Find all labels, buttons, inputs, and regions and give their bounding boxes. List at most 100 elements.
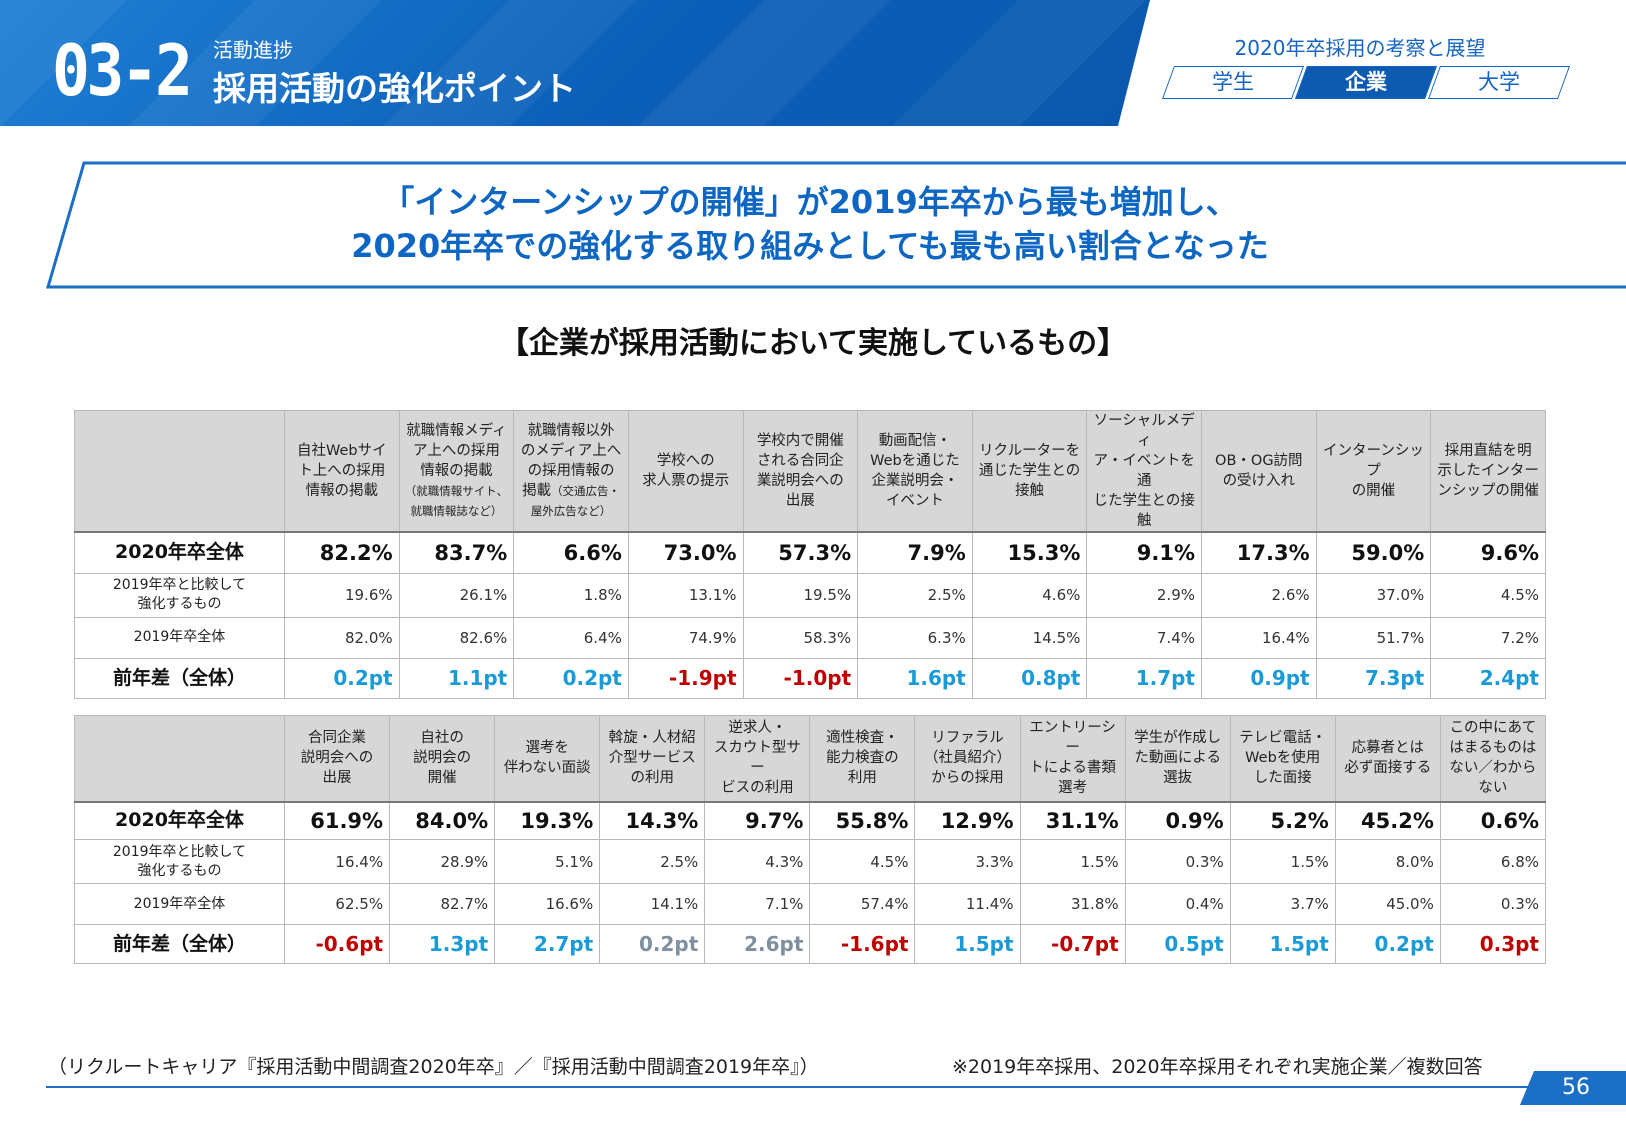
row-label-text: 強化するもの [137,862,222,879]
section-subtitle: 活動進捗 [213,38,293,62]
column-header-text: 示したインター [1437,463,1539,479]
row-label-text: 前年差（全体） [112,932,246,955]
cell-value: 5.2% [1229,800,1336,840]
column-header-text: リクルーターを [979,443,1081,459]
diff-value: 1.5pt [1229,924,1336,964]
cell-value: 6.4% [513,616,629,659]
column-header-text: エントリーシー [1029,720,1116,757]
cell-value: 1.5% [1229,839,1336,884]
column-header-text: 情報の掲載 [420,463,493,479]
diff-value: -1.9pt [627,657,744,699]
tab-company[interactable]: 企業 [1294,66,1438,99]
cell-value: 1.5% [1019,839,1126,884]
cell-value: 51.7% [1315,616,1432,659]
column-header-text: スカウト型サー [713,740,801,777]
column-header-text: 出展 [785,493,815,509]
column-header-text: 適性検査・ [826,730,899,747]
column-header-note: 屋外広告など） [530,504,612,518]
row-label: 2019年卒と比較して 強化するもの [74,572,285,618]
column-header-text: （社員紹介） [924,750,1011,767]
cell-value: 84.0% [389,800,496,840]
cell-value: 2.5% [857,572,973,618]
tab-student[interactable]: 学生 [1161,66,1305,99]
headline: 「インターンシップの開催」が2019年卒から最も増加し、 2020年卒での強化す… [120,180,1500,268]
cell-value: 12.9% [914,800,1021,840]
cell-value: 26.1% [398,572,515,618]
cell-value: 6.8% [1439,839,1547,884]
headline-line-1: 「インターンシップの開催」が2019年卒から最も増加し、 [382,183,1238,221]
cell-value: 1.8% [513,572,629,618]
column-header: 自社の 説明会の 開催 [389,715,496,802]
column-header: 自社Webサイ ト上への採用 情報の掲載 [284,410,400,533]
column-header-text: 採用直結を明 [1444,443,1532,459]
cell-value: 82.7% [389,883,496,925]
column-header-text: 掲載 [522,483,552,499]
column-header-text: 斡旋・人材紹 [608,730,696,747]
row-label-text: 2019年卒全体 [133,629,226,645]
cell-value: 62.5% [283,883,391,925]
column-header-text: の利用 [630,770,675,787]
column-header: エントリーシー トによる書類 選考 [1019,715,1126,802]
cell-value: 37.0% [1315,572,1432,618]
diff-value: 0.2pt [1334,924,1441,964]
column-header-text: 利用 [847,770,877,787]
header-band [0,0,1150,126]
row-label: 2019年卒全体 [74,616,285,659]
cell-value: 2.5% [599,839,706,884]
diff-value: -1.0pt [742,657,859,699]
column-header: この中にあて はまるものは ない／わから ない [1439,715,1547,802]
cell-value: 82.6% [398,616,515,659]
row-label-text: 2020年卒全体 [115,809,244,832]
footer-rule [46,1086,1626,1088]
footnote: ※2019年卒採用、2020年卒採用それぞれ実施企業／複数回答 [952,1056,1483,1078]
report-title: 2020年卒採用の考察と展望 [1234,36,1486,60]
cell-value: 13.1% [627,572,744,618]
row-label: 2020年卒全体 [74,531,285,574]
cell-value: 55.8% [809,800,916,840]
section-title: 採用活動の強化ポイント [213,69,576,108]
cell-value: 0.6% [1439,800,1547,840]
cell-value: 14.5% [971,616,1088,659]
diff-value: 7.3pt [1315,657,1432,699]
column-header-text: ソーシャルメディ [1093,413,1195,449]
column-header-text: した面接 [1253,770,1312,787]
row-label-text: 2019年卒と比較して [112,843,247,860]
cell-value: 73.0% [627,531,744,574]
column-header-text: 選考 [1058,780,1088,797]
row-label-text: 2019年卒全体 [133,895,226,912]
source-citation: （リクルートキャリア『採用活動中間調査2020年卒』／『採用活動中間調査2019… [48,1056,819,1078]
column-header-text: の採用情報の [527,463,615,479]
tab-university[interactable]: 大学 [1427,66,1571,99]
column-header-note: （交通広告・ [551,484,621,498]
row-total-2019: 2019年卒全体 82.0% 82.6% 6.4% 74.9% 58.3% 6.3% 14.5… [74,616,1546,659]
cell-value: 6.3% [857,616,973,659]
cell-value: 83.7% [398,531,515,574]
column-header: OB・OG訪問 の受け入れ [1201,410,1317,533]
cell-value: 0.4% [1124,883,1231,925]
column-header-text: 企業説明会・ [871,473,959,489]
diff-value: 0.2pt [284,657,400,699]
column-header-text: 触 [1136,513,1152,529]
cell-value: 9.6% [1430,531,1546,574]
column-header-text: Webを通じた [870,453,960,469]
column-header-text: 逆求人・ [728,720,787,737]
cell-value: 16.4% [283,839,391,884]
table-corner [74,715,285,802]
column-header-text: 合同企業 [308,730,367,747]
row-label: 2020年卒全体 [74,800,285,840]
cell-value: 57.3% [742,531,859,574]
column-header-text: 学校への [656,453,715,469]
column-header-text: 通じた学生との [978,463,1081,479]
cell-value: 14.3% [599,800,706,840]
diff-value: 0.2pt [513,657,629,699]
cell-value: 9.1% [1086,531,1202,574]
cell-value: 15.3% [971,531,1088,574]
column-header-text: の開催 [1351,483,1396,499]
row-label: 前年差（全体） [74,924,285,964]
cell-value: 59.0% [1315,531,1432,574]
column-header-text: 自社Webサイ [297,443,387,459]
column-header: 逆求人・ スカウト型サー ビスの利用 [704,715,811,802]
diff-value: 2.6pt [704,924,811,964]
column-header-text: Webを使用 [1245,750,1321,767]
column-header: 学校内で開催 される合同企 業説明会への 出展 [742,410,859,533]
